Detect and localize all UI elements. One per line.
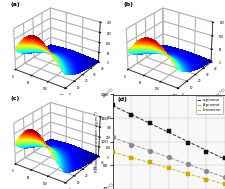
limonene [224, 183, 225, 186]
Point [223, 176, 225, 179]
Text: (b): (b) [123, 2, 133, 7]
Point [129, 156, 133, 159]
Text: (d): (d) [117, 97, 127, 102]
limonene [132, 157, 135, 159]
limonene [116, 152, 118, 155]
limonene [141, 160, 144, 162]
Point [205, 178, 208, 181]
Point [186, 141, 189, 144]
Text: (c): (c) [11, 96, 20, 101]
β-pinene [214, 173, 217, 175]
β-pinene [111, 136, 114, 139]
limonene [218, 182, 221, 184]
α-pinene [141, 119, 144, 121]
X-axis label: time (min): time (min) [17, 101, 33, 110]
Point [111, 136, 114, 139]
α-pinene [116, 107, 118, 109]
α-pinene [214, 153, 217, 156]
Point [167, 130, 171, 133]
β-pinene [224, 176, 225, 179]
Point [186, 172, 189, 175]
Line: β-pinene: β-pinene [112, 137, 225, 177]
Point [167, 166, 171, 169]
α-pinene [224, 158, 225, 160]
Point [148, 161, 152, 164]
Y-axis label: Temperature (°C): Temperature (°C) [92, 182, 114, 189]
α-pinene [111, 104, 114, 107]
β-pinene [132, 144, 135, 146]
Point [129, 114, 133, 117]
X-axis label: time (min): time (min) [129, 101, 146, 110]
Point [129, 143, 133, 146]
limonene [214, 180, 217, 183]
β-pinene [141, 147, 144, 149]
Y-axis label: Particle concentration (μg m⁻³): Particle concentration (μg m⁻³) [94, 111, 99, 172]
β-pinene [116, 138, 118, 140]
Point [205, 150, 208, 153]
Legend: α-pinene, β-pinene, limonene: α-pinene, β-pinene, limonene [196, 96, 223, 114]
Point [205, 170, 208, 173]
Line: limonene: limonene [112, 152, 225, 184]
Y-axis label: Temperature (°C): Temperature (°C) [204, 88, 225, 107]
limonene [111, 151, 114, 153]
β-pinene [218, 174, 221, 177]
Line: α-pinene: α-pinene [112, 105, 225, 159]
Point [111, 151, 114, 154]
Point [111, 104, 114, 107]
limonene [118, 153, 121, 155]
Point [223, 183, 225, 186]
α-pinene [218, 155, 221, 158]
Point [148, 149, 152, 152]
Text: (a): (a) [11, 2, 20, 7]
α-pinene [118, 108, 121, 110]
Y-axis label: Temperature (°C): Temperature (°C) [92, 88, 114, 107]
Point [223, 156, 225, 159]
Point [167, 156, 171, 159]
β-pinene [118, 139, 121, 141]
Point [186, 163, 189, 166]
α-pinene [132, 114, 135, 117]
Point [148, 121, 152, 124]
